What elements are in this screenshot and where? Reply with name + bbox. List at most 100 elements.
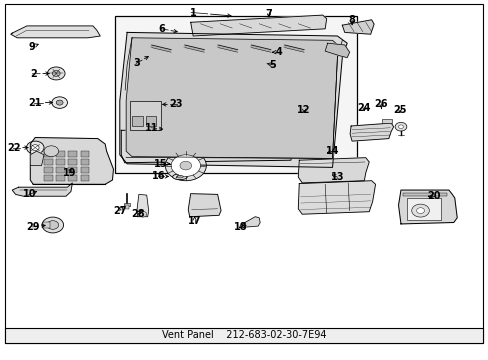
Text: 13: 13: [330, 172, 344, 182]
Text: 14: 14: [325, 146, 339, 156]
Bar: [56, 175, 65, 181]
Polygon shape: [188, 194, 221, 217]
Text: 22: 22: [7, 143, 20, 153]
Polygon shape: [120, 32, 346, 167]
Text: 18: 18: [233, 222, 247, 232]
Bar: [115, 16, 356, 173]
Text: 24: 24: [357, 103, 370, 113]
Bar: [150, 101, 160, 107]
Ellipse shape: [176, 175, 183, 178]
Circle shape: [171, 155, 200, 176]
Circle shape: [255, 141, 263, 147]
Polygon shape: [253, 63, 265, 69]
Circle shape: [31, 145, 39, 150]
Text: 9: 9: [28, 42, 35, 52]
Text: 21: 21: [28, 98, 42, 108]
Text: 1: 1: [189, 8, 196, 18]
Circle shape: [44, 146, 59, 157]
Text: 20: 20: [427, 191, 440, 201]
Polygon shape: [298, 181, 375, 214]
Polygon shape: [12, 183, 72, 196]
Bar: [124, 203, 130, 206]
Polygon shape: [239, 217, 260, 228]
Circle shape: [180, 161, 191, 170]
Ellipse shape: [172, 174, 187, 180]
Text: 26: 26: [374, 99, 387, 109]
Polygon shape: [250, 45, 270, 52]
Polygon shape: [121, 129, 294, 163]
Text: 16: 16: [152, 171, 165, 181]
Bar: [44, 151, 53, 157]
Bar: [44, 159, 53, 165]
Polygon shape: [342, 20, 373, 34]
Circle shape: [139, 211, 146, 217]
Bar: [125, 205, 129, 209]
Polygon shape: [283, 45, 304, 52]
Bar: [44, 167, 53, 173]
Polygon shape: [190, 15, 326, 36]
Text: 6: 6: [158, 24, 164, 34]
Bar: [152, 102, 159, 106]
Polygon shape: [30, 151, 44, 166]
Text: 15: 15: [153, 159, 167, 169]
Text: 3: 3: [133, 58, 140, 68]
Text: 27: 27: [113, 206, 126, 216]
Circle shape: [52, 71, 60, 76]
Circle shape: [47, 67, 65, 80]
Circle shape: [416, 208, 424, 213]
Text: 28: 28: [131, 209, 144, 219]
Circle shape: [398, 125, 403, 129]
Bar: [44, 175, 53, 181]
Polygon shape: [183, 45, 204, 52]
Bar: [68, 159, 77, 165]
Text: 19: 19: [62, 168, 76, 178]
Text: Vent Panel    212-683-02-30-7E94: Vent Panel 212-683-02-30-7E94: [162, 330, 326, 340]
Bar: [406, 198, 440, 220]
Text: 25: 25: [392, 105, 406, 115]
Bar: [68, 175, 77, 181]
Text: 29: 29: [26, 222, 40, 232]
Polygon shape: [126, 38, 339, 158]
Bar: [43, 222, 50, 228]
Bar: [145, 116, 156, 126]
Text: 12: 12: [297, 105, 310, 115]
Text: 17: 17: [187, 216, 201, 226]
Bar: [382, 119, 391, 123]
Bar: [81, 175, 89, 181]
Circle shape: [165, 150, 206, 181]
Polygon shape: [11, 26, 100, 38]
Bar: [56, 159, 65, 165]
Bar: [81, 151, 89, 157]
Text: 23: 23: [169, 99, 183, 109]
Circle shape: [42, 217, 63, 233]
Text: 11: 11: [144, 123, 158, 133]
Polygon shape: [325, 43, 349, 58]
Polygon shape: [150, 45, 171, 52]
Bar: [68, 167, 77, 173]
Bar: [5, 328, 482, 343]
Bar: [68, 151, 77, 157]
Text: 10: 10: [22, 189, 36, 199]
Polygon shape: [398, 190, 456, 224]
Polygon shape: [30, 138, 113, 184]
Polygon shape: [254, 50, 269, 58]
Circle shape: [411, 204, 428, 217]
Bar: [132, 116, 142, 126]
Bar: [129, 101, 161, 130]
Polygon shape: [349, 123, 393, 141]
Bar: [81, 159, 89, 165]
Bar: [81, 167, 89, 173]
Text: 4: 4: [275, 47, 282, 57]
Circle shape: [394, 122, 406, 131]
Bar: [292, 111, 311, 121]
Bar: [56, 167, 65, 173]
Circle shape: [26, 141, 44, 154]
Circle shape: [56, 100, 63, 105]
Text: 7: 7: [265, 9, 272, 19]
Circle shape: [47, 221, 59, 229]
Text: 5: 5: [269, 60, 276, 70]
Polygon shape: [298, 158, 368, 183]
Polygon shape: [217, 45, 237, 52]
Bar: [56, 151, 65, 157]
Circle shape: [52, 97, 67, 108]
